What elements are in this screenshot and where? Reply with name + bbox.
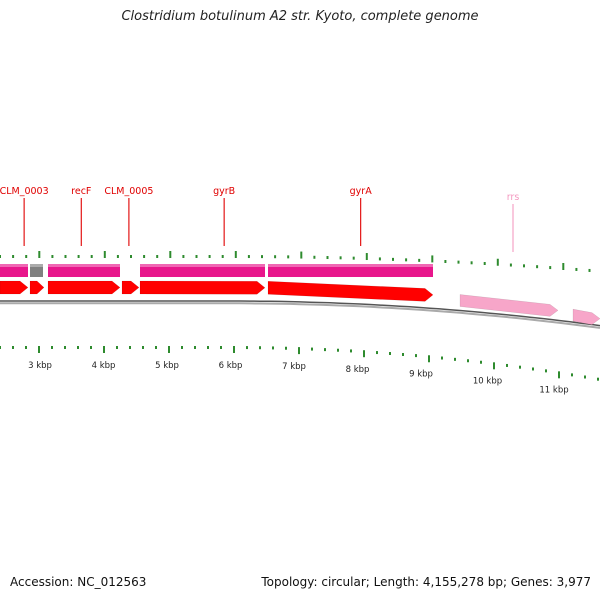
gene-bar[interactable]: [30, 264, 43, 277]
feature-label-rrs[interactable]: rrs: [507, 192, 520, 203]
gene-bar[interactable]: [140, 264, 265, 277]
backbone-shadow: [0, 302, 600, 329]
kbp-tick-label: 6 kbp: [219, 361, 243, 371]
gene-bar[interactable]: [268, 264, 433, 277]
feature-label-gyra[interactable]: gyrA: [350, 186, 373, 197]
gene-bar-highlight: [48, 264, 120, 267]
rrna-arrow[interactable]: [459, 294, 559, 317]
gene-bar-highlight: [140, 264, 265, 267]
gene-bar[interactable]: [48, 264, 120, 277]
feature-labels: CLM_0003 recF CLM_0005 gyrB gyrA rrs: [0, 186, 519, 252]
accession-label: Accession: NC_012563: [10, 575, 147, 589]
kbp-tick-label: 11 kbp: [539, 386, 568, 396]
feature-label-clm_0003[interactable]: CLM_0003: [0, 186, 49, 197]
scale-ticks: 3 kbp 4 kbp 5 kbp 6 kbp 7 kbp 8 kbp 9 kbp 10 kb…: [0, 251, 599, 396]
rrna-arrow[interactable]: [572, 308, 600, 325]
genome-title: Clostridium botulinum A2 str. Kyoto, com…: [121, 9, 479, 24]
topology-stats: Topology: circular; Length: 4,155,278 bp…: [261, 575, 591, 589]
feature-label-gyrb[interactable]: gyrB: [213, 186, 235, 197]
kbp-tick-label: 5 kbp: [155, 361, 179, 371]
feature-label-clm_0005[interactable]: CLM_0005: [104, 186, 153, 197]
cds-arrow[interactable]: [29, 280, 45, 295]
gene-bar[interactable]: [0, 264, 28, 277]
cds-arrow[interactable]: [0, 280, 29, 295]
kbp-tick-label: 8 kbp: [346, 365, 370, 375]
kbp-tick-label: 3 kbp: [28, 361, 52, 371]
kbp-tick-label: 4 kbp: [92, 361, 116, 371]
gene-bar-highlight: [268, 264, 433, 267]
backbone-line: [0, 300, 600, 327]
feature-tracks: [0, 264, 600, 329]
cds-arrow[interactable]: [139, 280, 266, 295]
cds-arrow[interactable]: [47, 280, 121, 295]
kbp-tick-label: 10 kbp: [473, 377, 502, 387]
gene-bar-highlight: [0, 264, 28, 267]
kbp-tick-label: 7 kbp: [282, 362, 306, 372]
gene-bar-highlight: [30, 264, 43, 267]
feature-label-recf[interactable]: recF: [71, 186, 91, 197]
cds-arrow[interactable]: [267, 280, 434, 302]
cds-arrow[interactable]: [121, 280, 140, 295]
kbp-tick-label: 9 kbp: [409, 370, 433, 380]
